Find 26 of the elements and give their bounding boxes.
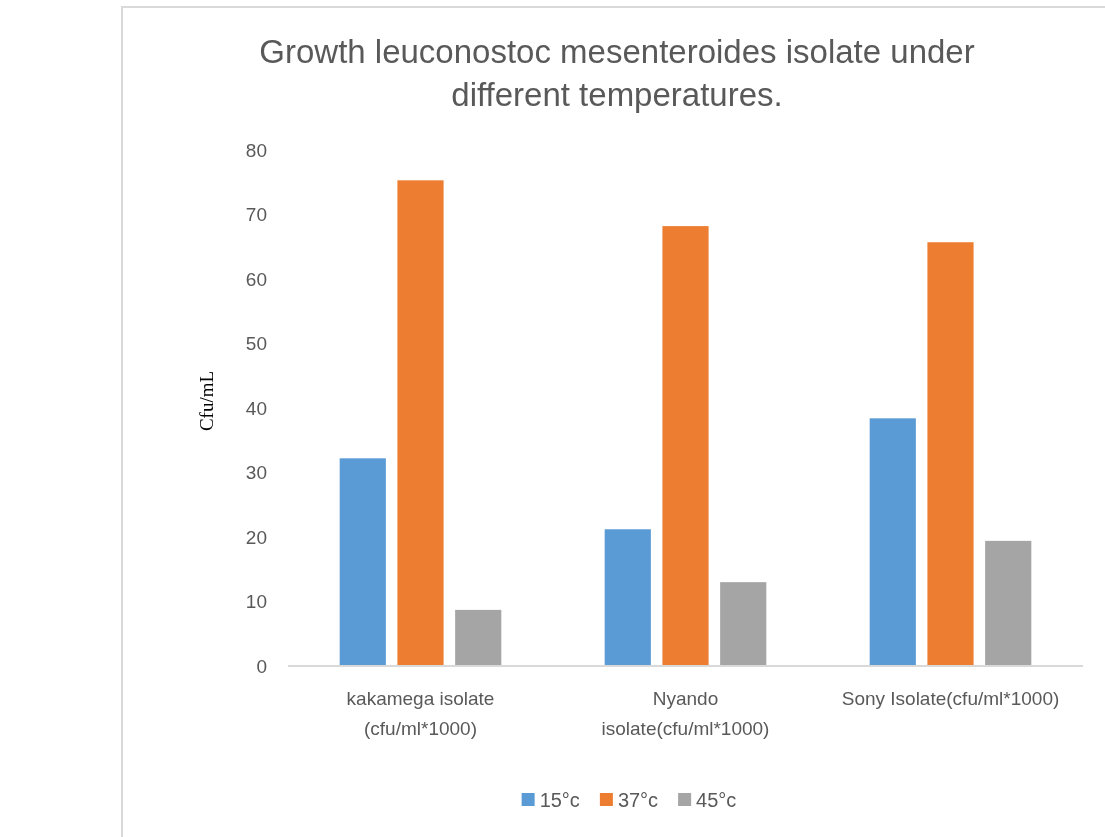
bar [869, 418, 916, 666]
y-tick-label: 40 [245, 397, 267, 419]
bar [339, 458, 386, 666]
bar [455, 609, 502, 666]
y-tick-label: 10 [245, 591, 267, 612]
y-tick-label: 20 [245, 526, 267, 548]
y-axis-title: Cfu/mL [196, 370, 217, 432]
legend-label: 15°c [539, 789, 580, 811]
bar [397, 180, 444, 666]
x-tick-label: kakamega isolate (cfu/ml*1000) [346, 688, 495, 739]
legend-label: 45°c [696, 789, 737, 811]
bar [927, 242, 974, 666]
y-tick-label: 0 [256, 655, 267, 677]
legend-label: 37°c [617, 789, 659, 811]
bar [985, 540, 1032, 666]
y-tick-label: 80 [245, 139, 267, 161]
x-tick-label: Sony Isolate(cfu/ml*1000) [841, 688, 1060, 709]
bar [720, 582, 767, 666]
bar [662, 226, 709, 666]
chart-title: Growth leuconostoc mesenteroides isolate under different temperatures. [259, 33, 975, 113]
y-tick-label: 60 [245, 268, 267, 290]
x-tick-label: Nyando isolate(cfu/ml*1000) [601, 688, 770, 739]
y-tick-label: 70 [245, 204, 267, 225]
bar [604, 529, 651, 666]
y-tick-label: 30 [245, 462, 267, 483]
y-tick-label: 50 [245, 333, 267, 354]
